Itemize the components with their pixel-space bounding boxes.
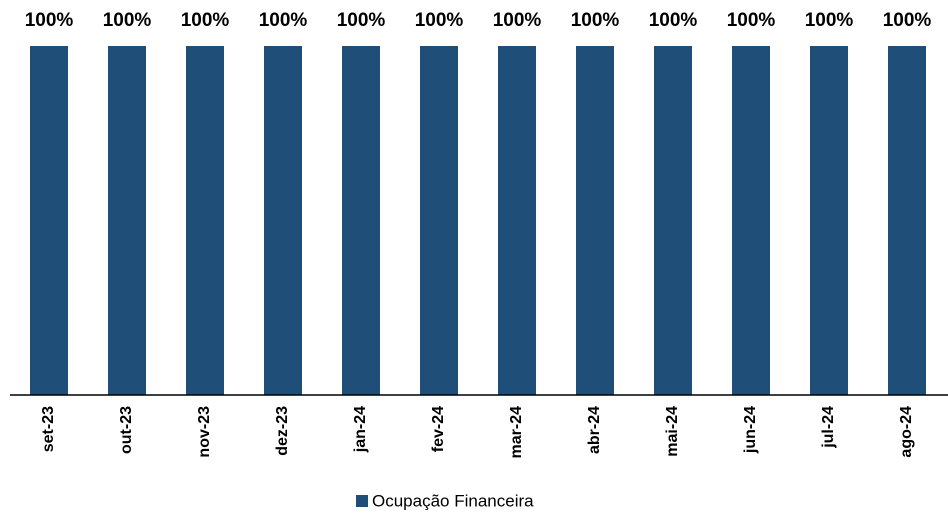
value-label: 100%	[415, 10, 464, 31]
bar	[420, 46, 458, 395]
value-label: 100%	[727, 10, 776, 31]
bar	[264, 46, 302, 395]
value-label: 100%	[649, 10, 698, 31]
bar	[498, 46, 536, 395]
bar	[576, 46, 614, 395]
value-label: 100%	[181, 10, 230, 31]
value-label: 100%	[259, 10, 308, 31]
bar	[342, 46, 380, 395]
x-tick-label: fev-24	[430, 406, 447, 452]
value-label: 100%	[103, 10, 152, 31]
x-tick-label: set-23	[40, 406, 57, 452]
x-tick-label: dez-23	[274, 406, 291, 456]
x-tick-label: jul-24	[820, 406, 837, 449]
bar	[108, 46, 146, 395]
x-tick-label: mar-24	[508, 406, 525, 459]
legend-swatch	[356, 495, 368, 507]
value-label: 100%	[337, 10, 386, 31]
bar	[732, 46, 770, 395]
x-tick-label: ago-24	[898, 406, 915, 458]
x-tick-label: jun-24	[742, 406, 759, 454]
bar	[186, 46, 224, 395]
bar	[888, 46, 926, 395]
value-label: 100%	[883, 10, 932, 31]
bar	[810, 46, 848, 395]
legend-label: Ocupação Financeira	[372, 491, 534, 510]
value-label: 100%	[25, 10, 74, 31]
value-label: 100%	[805, 10, 854, 31]
x-tick-label: out-23	[118, 406, 135, 454]
value-label: 100%	[571, 10, 620, 31]
value-label: 100%	[493, 10, 542, 31]
x-tick-label: nov-23	[196, 406, 213, 458]
x-tick-label: abr-24	[586, 406, 603, 454]
bar	[654, 46, 692, 395]
x-tick-label: mai-24	[664, 406, 681, 457]
bar	[30, 46, 68, 395]
x-tick-label: jan-24	[352, 406, 369, 453]
